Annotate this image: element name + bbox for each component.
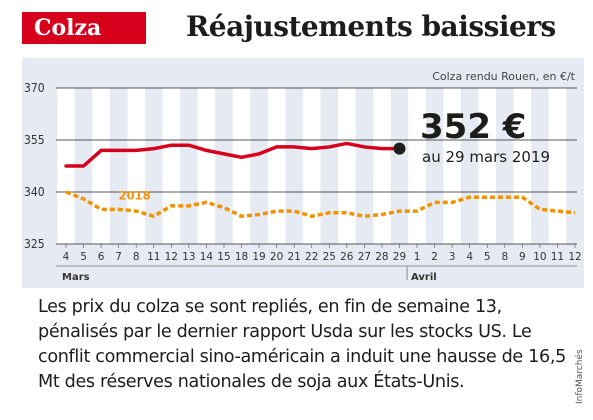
source-credit: InfoMarchés <box>575 349 585 404</box>
chart-title: Réajustements baissiers <box>186 10 556 43</box>
series-2019-line <box>64 141 402 168</box>
day-stripe <box>513 88 532 244</box>
x-tick-label: 29 <box>393 251 406 263</box>
month-label: Mars <box>62 272 90 283</box>
day-stripe <box>548 88 567 244</box>
x-tick-label: 8 <box>501 251 508 263</box>
x-tick-label: 5 <box>484 251 491 263</box>
unit-label: Colza rendu Rouen, en €/t <box>432 70 575 83</box>
day-stripe <box>92 88 110 244</box>
day-stripe <box>162 88 181 244</box>
x-tick-label: 15 <box>217 251 230 263</box>
x-tick-label: 1 <box>414 251 421 263</box>
day-stripe <box>443 88 461 244</box>
x-tick-label: 10 <box>533 251 546 263</box>
x-tick-label: 14 <box>200 251 214 263</box>
annotation-date: au 29 mars 2019 <box>422 148 550 166</box>
x-tick-label: 3 <box>449 251 456 263</box>
series-2018-line <box>65 190 576 219</box>
x-tick-label: 28 <box>375 251 388 263</box>
caption-text: Les prix du colza se sont repliés, en fi… <box>38 297 566 392</box>
topic-tag: Colza <box>22 12 146 44</box>
x-tick-label: 19 <box>252 251 265 263</box>
x-tick-label: 4 <box>63 251 70 263</box>
y-tick-label: 355 <box>24 133 45 147</box>
x-tick-label: 9 <box>519 251 526 263</box>
x-tick-label: 22 <box>305 251 318 263</box>
x-tick-label: 12 <box>165 251 178 263</box>
day-stripe <box>232 88 251 244</box>
day-stripe <box>197 88 216 244</box>
x-tick-label: 11 <box>147 251 160 263</box>
day-stripe <box>267 88 286 244</box>
y-tick-label: 370 <box>24 81 45 95</box>
x-tick-label: 5 <box>80 251 87 263</box>
x-tick-label: 11 <box>551 251 564 263</box>
series-2018-label: 2018 <box>119 188 151 202</box>
x-tick-label: 25 <box>323 251 336 263</box>
chart-panel: 370 355 340 325 4 5 6 7 8 11 12 13 14 15 18 19 20 21 22 25 2… <box>22 58 584 288</box>
y-tick-label: 340 <box>24 185 45 199</box>
day-stripe <box>408 88 426 244</box>
x-tick-label: 7 <box>115 251 122 263</box>
x-tick-label: 6 <box>98 251 105 263</box>
day-stripe <box>127 88 145 244</box>
day-stripe <box>338 88 356 244</box>
x-tick-label: 2 <box>431 251 438 263</box>
annotation-value: 352 € <box>420 107 526 147</box>
x-tick-label: 18 <box>235 251 248 263</box>
series-end-marker <box>393 142 406 155</box>
x-tick-label: 20 <box>270 251 283 263</box>
x-tick-label: 12 <box>568 251 581 263</box>
month-label: Avril <box>411 272 437 283</box>
day-stripe <box>478 88 497 244</box>
y-tick-label: 325 <box>24 237 45 251</box>
x-tick-label: 26 <box>340 251 354 263</box>
x-tick-label: 27 <box>358 251 371 263</box>
x-tick-label: 4 <box>466 251 473 263</box>
day-stripe <box>302 88 321 244</box>
x-tick-label: 8 <box>133 251 140 263</box>
header: Colza Réajustements baissiers <box>0 0 593 50</box>
x-tick-label: 21 <box>287 251 300 263</box>
day-stripe <box>373 88 391 244</box>
x-tick-label: 13 <box>182 251 195 263</box>
